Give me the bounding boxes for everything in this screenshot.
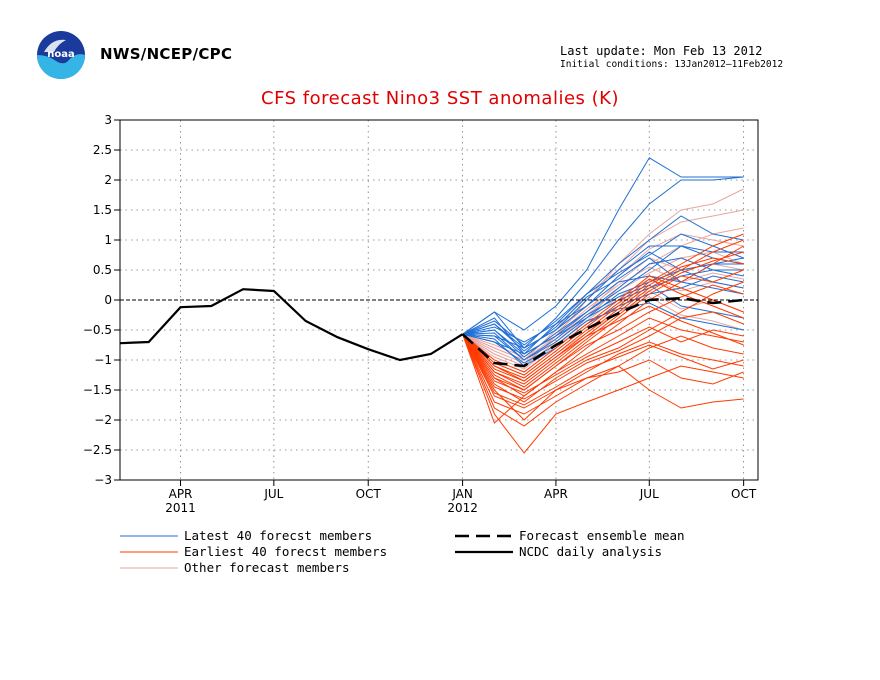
earliest-member-line [462, 334, 744, 427]
analysis-line [119, 288, 464, 362]
y-tick-label: 2 [104, 173, 112, 187]
latest-member-line [462, 245, 744, 358]
initial-conditions-text: Initial conditions: 13Jan2012–11Feb2012 [560, 59, 784, 70]
earliest-member-line [462, 333, 744, 406]
axis-layer: 32.521.510.50−0.5−1−1.5−2−2.5−3APR2011JU… [83, 113, 759, 515]
other-member-line [462, 266, 744, 361]
y-tick-label: 0.5 [93, 263, 112, 277]
x-tick-year: 2011 [165, 501, 196, 515]
earliest-member-line [462, 257, 744, 382]
x-tick-year: 2012 [447, 501, 478, 515]
y-tick-label: 1.5 [93, 203, 112, 217]
earliest-member-line [462, 269, 744, 391]
y-tick-label: −3 [94, 473, 112, 487]
earliest-member-line [462, 251, 744, 388]
earliest-member-line [462, 239, 744, 385]
legend-label-other: Other forecast members [184, 560, 350, 575]
grid-layer [120, 120, 758, 480]
x-tick-label: JUL [263, 487, 283, 501]
y-tick-label: −1 [94, 353, 112, 367]
x-tick-label: OCT [356, 487, 382, 501]
legend-label-analysis: NCDC daily analysis [519, 544, 662, 559]
earliest-member-line [462, 245, 744, 424]
legend-label-latest: Latest 40 forecst members [184, 528, 372, 543]
latest-member-line [462, 257, 744, 352]
ensemble-mean-line [461, 296, 744, 368]
x-tick-label: JAN [451, 487, 473, 501]
latest-member-line [462, 157, 744, 335]
earliest-member-line [462, 326, 744, 394]
series-layer [119, 157, 758, 454]
y-tick-label: −0.5 [83, 323, 112, 337]
agency-label: NWS/NCEP/CPC [100, 45, 233, 63]
noaa-logo-icon: noaa [36, 30, 86, 80]
y-tick-label: −1.5 [83, 383, 112, 397]
earliest-member-line [462, 334, 744, 454]
earliest-member-line [462, 333, 744, 421]
other-member-line [462, 257, 744, 364]
last-update-text: Last update: Mon Feb 13 2012 [560, 44, 763, 58]
chart-title: CFS forecast Nino3 SST anomalies (K) [261, 88, 619, 109]
y-tick-label: 3 [104, 113, 112, 127]
legend-label-mean: Forecast ensemble mean [519, 528, 685, 543]
y-tick-label: 2.5 [93, 143, 112, 157]
y-tick-label: 1 [104, 233, 112, 247]
earliest-member-line [462, 311, 744, 400]
x-tick-label: APR [544, 487, 568, 501]
latest-member-line [462, 284, 744, 361]
y-tick-label: −2 [94, 413, 112, 427]
latest-member-line [462, 176, 744, 349]
y-tick-label: 0 [104, 293, 112, 307]
x-tick-label: APR [169, 487, 193, 501]
earliest-member-line [462, 275, 744, 373]
earliest-member-line [462, 284, 744, 391]
legend-label-earliest: Earliest 40 forecst members [184, 544, 387, 559]
svg-text:noaa: noaa [47, 49, 75, 60]
earliest-member-line [462, 305, 744, 382]
x-tick-label: JUL [639, 487, 659, 501]
x-tick-label: OCT [731, 487, 757, 501]
earliest-member-line [462, 233, 744, 379]
y-tick-label: −2.5 [83, 443, 112, 457]
latest-member-line [462, 233, 744, 346]
latest-member-line [462, 245, 744, 349]
